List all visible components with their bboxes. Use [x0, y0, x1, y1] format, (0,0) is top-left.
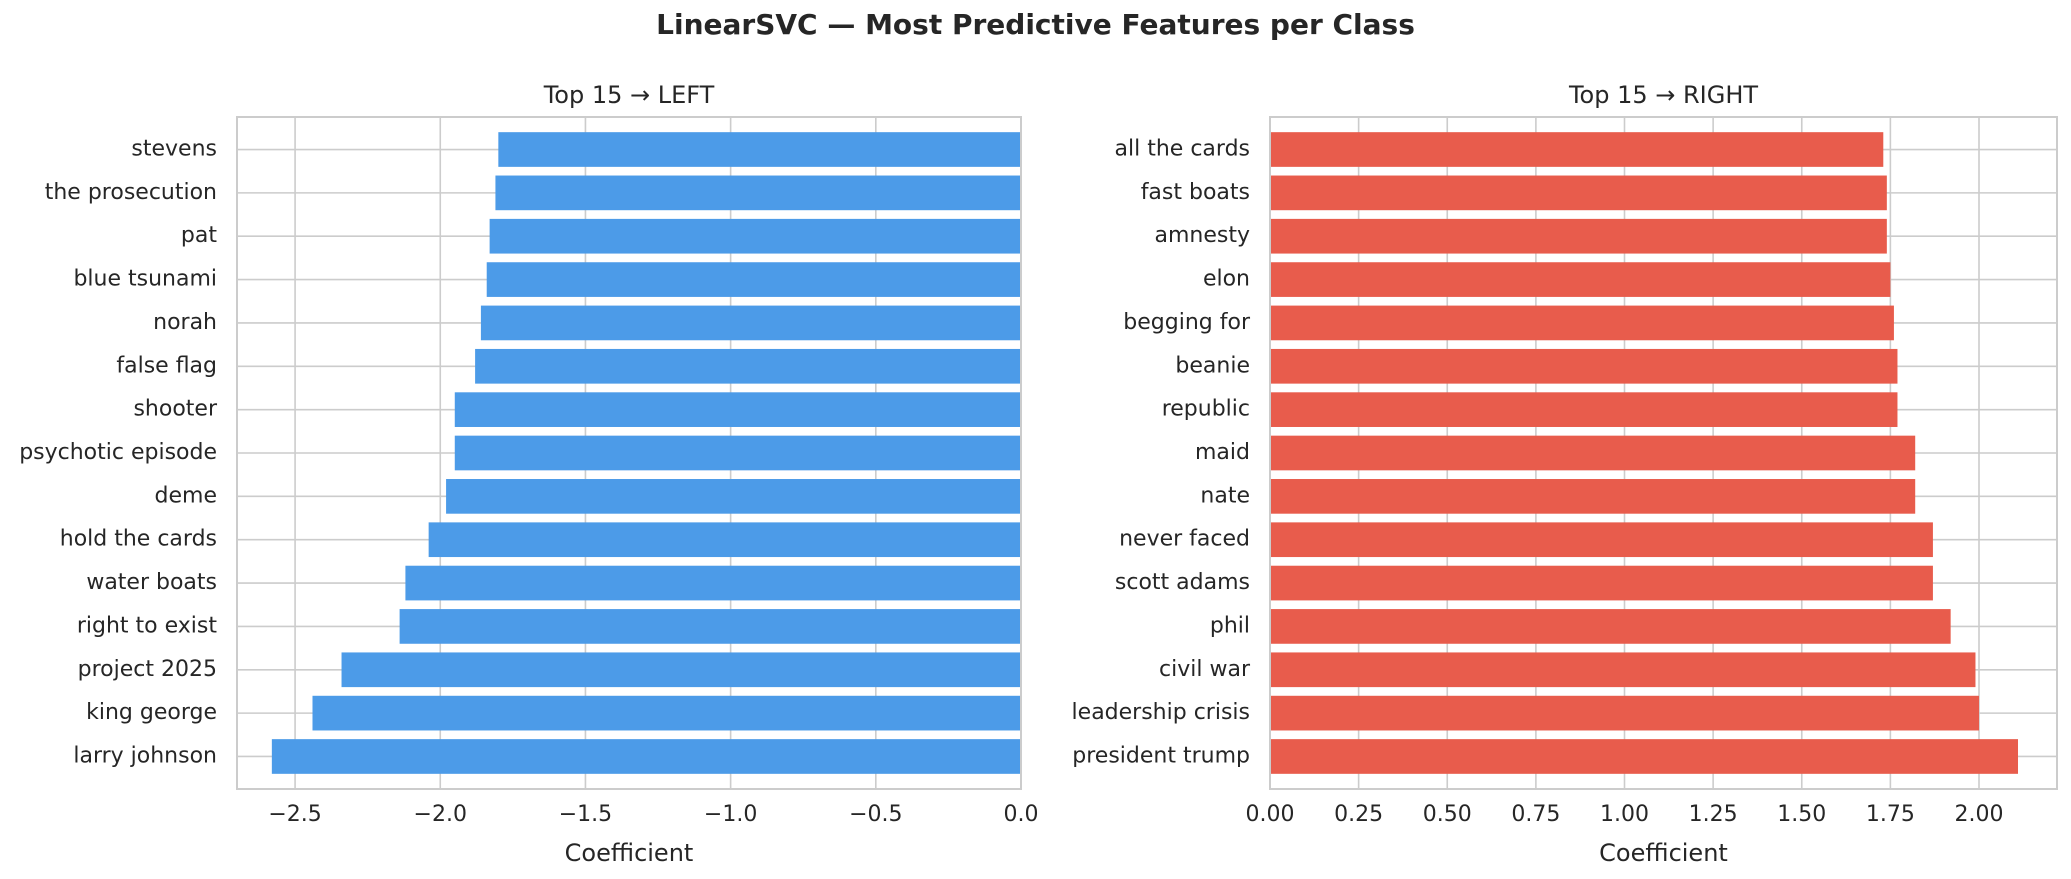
y-tick-label: false flag	[116, 353, 217, 378]
y-tick-label: pat	[181, 223, 217, 248]
y-tick-label: elon	[1203, 267, 1250, 292]
bar-president-trump	[1270, 739, 2019, 774]
y-tick-label: amnesty	[1155, 223, 1251, 248]
y-tick-label: right to exist	[77, 613, 218, 638]
bar-hold-the-cards	[428, 522, 1022, 558]
y-tick-label: hold the cards	[60, 527, 217, 552]
axes-frame	[1269, 116, 2058, 790]
bar-king-george	[312, 695, 1021, 731]
y-tick-label: project 2025	[78, 657, 217, 682]
x-tick-label: 2.00	[1955, 802, 2004, 827]
bar-deme	[446, 479, 1022, 514]
y-tick-label: deme	[155, 483, 217, 508]
bar-never-faced	[1270, 522, 1933, 558]
x-tick-label: 1.25	[1689, 802, 1738, 827]
bar-norah	[480, 305, 1021, 341]
figure-title: LinearSVC — Most Predictive Features per…	[656, 8, 1415, 41]
bar-the-prosecution	[495, 175, 1021, 211]
bar-phil	[1270, 609, 1951, 644]
x-tick-label: 0.25	[1334, 802, 1383, 827]
bar-nate	[1270, 479, 1916, 514]
y-tick-label: psychotic episode	[19, 440, 217, 465]
bar-blue-tsunami	[486, 262, 1021, 297]
bar-leadership-crisis	[1270, 695, 1980, 731]
bar-beanie	[1270, 348, 1898, 384]
bar-scott-adams	[1270, 565, 1933, 601]
y-tick-label: scott adams	[1115, 570, 1250, 595]
y-tick-label: begging for	[1123, 310, 1251, 335]
y-tick-label: stevens	[131, 137, 217, 162]
chart-panel-left: stevens the prosecution pat blue tsunami nor…	[19, 81, 1038, 867]
y-tick-label: nate	[1200, 483, 1250, 508]
bar-pat	[489, 218, 1022, 254]
bar-right-to-exist	[399, 609, 1021, 644]
bar-stevens	[498, 132, 1021, 167]
y-tick-label: blue tsunami	[73, 267, 217, 292]
x-tick-label: −0.5	[849, 802, 902, 827]
bar-begging-for	[1270, 305, 1894, 341]
chart-panel-right: all the cards fast boats amnesty elon beggin…	[1072, 81, 2058, 867]
x-axis-label: Coefficient	[565, 839, 694, 867]
y-tick-label: king george	[86, 700, 217, 725]
x-tick-label: 0.50	[1423, 802, 1472, 827]
y-tick-label: civil war	[1159, 657, 1251, 682]
y-tick-label: republic	[1162, 397, 1250, 422]
y-tick-label: larry johnson	[73, 743, 217, 768]
x-tick-label: 0.00	[1246, 802, 1295, 827]
x-tick-label: 0.0	[1004, 802, 1039, 827]
x-tick-label: 1.00	[1600, 802, 1649, 827]
y-tick-label: the prosecution	[45, 180, 217, 205]
y-tick-label: maid	[1195, 440, 1250, 465]
bar-project-2025	[341, 652, 1021, 688]
panel-title: Top 15 → RIGHT	[1568, 81, 1758, 109]
bar-fast-boats	[1270, 175, 1887, 211]
axes-frame	[236, 116, 1022, 790]
bar-amnesty	[1270, 218, 1887, 254]
bar-republic	[1270, 392, 1898, 427]
y-tick-label: never faced	[1119, 527, 1250, 552]
x-tick-label: 1.75	[1866, 802, 1915, 827]
y-tick-label: leadership crisis	[1072, 700, 1250, 725]
bar-psychotic-episode	[454, 435, 1021, 471]
x-tick-label: −1.5	[559, 802, 612, 827]
panel-title: Top 15 → LEFT	[543, 81, 715, 109]
bar-maid	[1270, 435, 1916, 471]
y-tick-label: water boats	[86, 570, 217, 595]
x-tick-label: 0.75	[1511, 802, 1560, 827]
x-axis-label: Coefficient	[1599, 839, 1728, 867]
y-tick-label: president trump	[1072, 743, 1250, 768]
bar-all-the-cards	[1270, 132, 1884, 167]
y-tick-label: norah	[153, 310, 217, 335]
bar-larry-johnson	[271, 739, 1021, 774]
x-tick-label: −2.0	[414, 802, 467, 827]
x-tick-label: −2.5	[268, 802, 321, 827]
y-tick-label: phil	[1210, 613, 1250, 638]
y-tick-label: beanie	[1175, 353, 1250, 378]
bar-shooter	[454, 392, 1021, 427]
bar-water-boats	[405, 565, 1022, 601]
x-tick-label: 1.50	[1777, 802, 1826, 827]
y-tick-label: shooter	[133, 397, 217, 422]
bar-civil-war	[1270, 652, 1976, 688]
y-tick-label: fast boats	[1141, 180, 1250, 205]
x-tick-label: −1.0	[704, 802, 757, 827]
bar-false-flag	[475, 348, 1021, 384]
y-tick-label: all the cards	[1115, 137, 1250, 162]
bar-elon	[1270, 262, 1891, 297]
